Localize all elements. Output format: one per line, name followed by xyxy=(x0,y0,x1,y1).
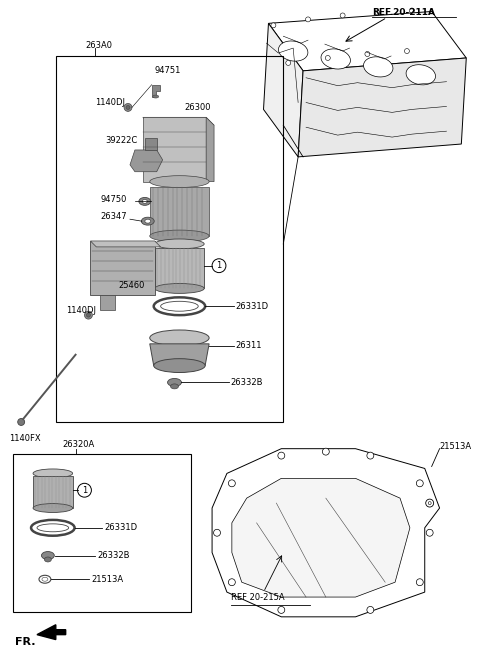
Ellipse shape xyxy=(155,239,204,249)
Ellipse shape xyxy=(143,200,147,204)
Text: 26332B: 26332B xyxy=(97,551,130,560)
Ellipse shape xyxy=(155,283,204,294)
Text: 94750: 94750 xyxy=(100,195,127,204)
Text: 21513A: 21513A xyxy=(91,575,123,584)
Ellipse shape xyxy=(45,557,51,562)
Ellipse shape xyxy=(154,298,205,315)
Circle shape xyxy=(416,579,423,585)
Text: 39222C: 39222C xyxy=(105,135,137,145)
Ellipse shape xyxy=(150,230,209,242)
Circle shape xyxy=(306,17,311,22)
Ellipse shape xyxy=(150,175,209,187)
Circle shape xyxy=(426,530,433,536)
Circle shape xyxy=(271,23,276,28)
Ellipse shape xyxy=(150,330,209,346)
Polygon shape xyxy=(268,11,466,71)
Circle shape xyxy=(228,579,235,585)
Ellipse shape xyxy=(170,384,179,389)
Text: 1: 1 xyxy=(216,261,222,270)
Text: REF 20-215A: REF 20-215A xyxy=(231,593,285,602)
Text: 25460: 25460 xyxy=(118,281,144,290)
Polygon shape xyxy=(298,58,466,157)
Text: 1: 1 xyxy=(82,486,87,495)
Polygon shape xyxy=(90,241,155,296)
Ellipse shape xyxy=(321,49,350,69)
Text: 26347: 26347 xyxy=(100,212,127,221)
Polygon shape xyxy=(155,248,204,288)
Circle shape xyxy=(18,419,24,426)
Polygon shape xyxy=(90,241,161,247)
Ellipse shape xyxy=(278,41,308,61)
Ellipse shape xyxy=(154,359,205,373)
Circle shape xyxy=(278,606,285,614)
Text: FR.: FR. xyxy=(15,637,36,646)
Text: 26320A: 26320A xyxy=(63,440,95,449)
Polygon shape xyxy=(143,118,206,181)
Circle shape xyxy=(426,499,433,507)
Text: 26332B: 26332B xyxy=(231,378,264,387)
Circle shape xyxy=(323,448,329,455)
Text: 1140DJ: 1140DJ xyxy=(96,98,125,107)
Circle shape xyxy=(416,480,423,487)
Circle shape xyxy=(325,55,330,60)
Circle shape xyxy=(126,106,130,110)
Text: 26300: 26300 xyxy=(184,103,211,112)
Ellipse shape xyxy=(42,578,48,581)
Ellipse shape xyxy=(31,520,74,535)
Polygon shape xyxy=(264,24,303,157)
Polygon shape xyxy=(150,187,209,236)
Text: 26311: 26311 xyxy=(236,341,262,350)
Circle shape xyxy=(405,49,409,53)
Polygon shape xyxy=(150,344,209,365)
Circle shape xyxy=(340,13,345,18)
Circle shape xyxy=(86,313,90,317)
Circle shape xyxy=(78,484,91,497)
Ellipse shape xyxy=(363,57,393,77)
Circle shape xyxy=(124,103,132,112)
Circle shape xyxy=(228,480,235,487)
Ellipse shape xyxy=(37,524,69,532)
Circle shape xyxy=(428,501,431,505)
Text: 26331D: 26331D xyxy=(104,524,137,532)
Text: 1140FX: 1140FX xyxy=(9,434,41,443)
Circle shape xyxy=(367,452,374,459)
Ellipse shape xyxy=(168,378,181,386)
Text: REF.20-211A: REF.20-211A xyxy=(372,7,435,16)
Polygon shape xyxy=(232,478,410,597)
Circle shape xyxy=(286,60,291,66)
Polygon shape xyxy=(100,296,115,310)
Polygon shape xyxy=(145,138,156,150)
Polygon shape xyxy=(37,625,66,639)
Polygon shape xyxy=(33,476,72,508)
Circle shape xyxy=(365,51,370,57)
Polygon shape xyxy=(152,85,160,97)
Ellipse shape xyxy=(39,576,51,583)
Ellipse shape xyxy=(153,95,159,98)
Circle shape xyxy=(212,259,226,273)
Circle shape xyxy=(84,311,92,319)
Polygon shape xyxy=(206,118,214,181)
Ellipse shape xyxy=(139,198,151,206)
Polygon shape xyxy=(212,449,440,617)
Text: 1140DJ: 1140DJ xyxy=(66,306,96,315)
Text: 94751: 94751 xyxy=(155,66,181,76)
Ellipse shape xyxy=(406,64,435,85)
Text: 26331D: 26331D xyxy=(236,302,269,311)
Circle shape xyxy=(409,8,414,13)
Polygon shape xyxy=(130,150,163,171)
Ellipse shape xyxy=(33,469,72,478)
Text: 21513A: 21513A xyxy=(440,442,472,451)
Ellipse shape xyxy=(33,503,72,512)
Ellipse shape xyxy=(141,217,154,225)
Circle shape xyxy=(375,10,380,15)
Polygon shape xyxy=(143,118,214,125)
Ellipse shape xyxy=(145,219,151,223)
Ellipse shape xyxy=(161,302,198,311)
Circle shape xyxy=(278,452,285,459)
Ellipse shape xyxy=(41,551,54,560)
Circle shape xyxy=(367,606,374,614)
Circle shape xyxy=(214,530,220,536)
Text: 263A0: 263A0 xyxy=(85,41,112,50)
